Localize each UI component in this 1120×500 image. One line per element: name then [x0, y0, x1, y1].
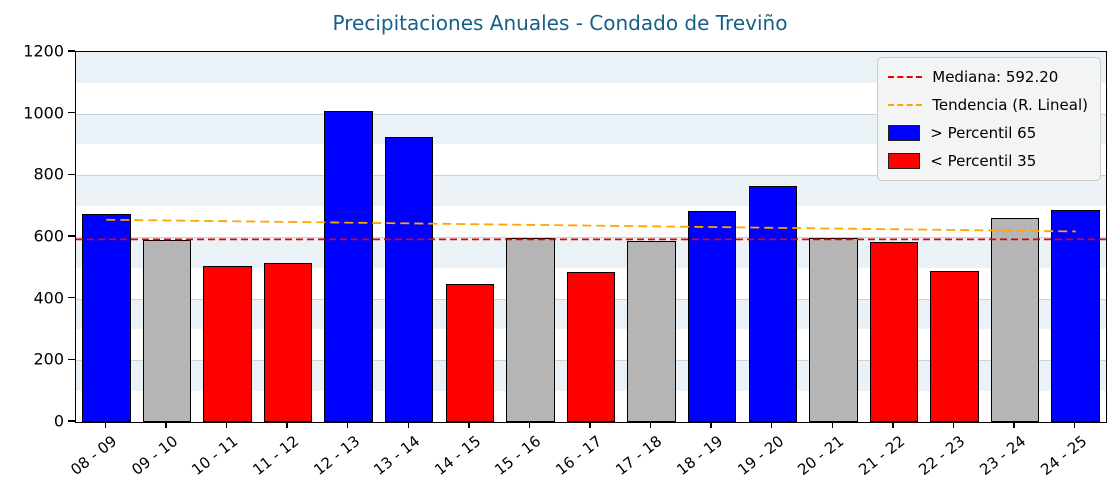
- chart-legend: Mediana: 592.20 Tendencia (R. Lineal) > …: [877, 57, 1101, 181]
- x-axis-tick-mark: [771, 422, 773, 428]
- bar-10-11: [203, 266, 252, 422]
- reference-lines-layer: [76, 218, 1106, 241]
- x-axis-tick-mark: [468, 422, 470, 428]
- y-axis-tick-label: 0: [53, 411, 64, 431]
- y-axis-tick-label: 600: [33, 226, 64, 246]
- x-axis-tick-mark: [104, 422, 106, 428]
- x-axis-tick-mark: [892, 422, 894, 428]
- x-axis-tick-label: 17 - 18: [612, 432, 666, 479]
- x-axis-tick-label: 12 - 13: [309, 432, 363, 479]
- x-axis-tick-label: 13 - 14: [370, 432, 424, 479]
- x-axis-tick-label: 21 - 22: [855, 432, 909, 479]
- y-axis-tick-mark: [68, 111, 75, 114]
- chart-title: Precipitaciones Anuales - Condado de Tre…: [332, 11, 788, 35]
- grid-line: [76, 237, 1106, 238]
- legend-item-median: Mediana: 592.20: [888, 66, 1088, 88]
- x-axis-tick-mark: [1013, 422, 1015, 428]
- x-axis-tick-mark: [589, 422, 591, 428]
- plot-area: WWW.EMBALSES.NET Mediana: 592.20 Tendenc…: [75, 51, 1107, 423]
- bar-09-10: [142, 240, 192, 422]
- bar-23-24: [990, 217, 1040, 422]
- x-axis-tick-label: 10 - 11: [188, 432, 242, 479]
- y-axis-tick-label: 200: [33, 349, 64, 369]
- low-percentile-swatch: [888, 153, 921, 169]
- x-axis-tick-mark: [528, 422, 531, 428]
- bar-14-15: [445, 283, 495, 422]
- bar-21-22: [869, 241, 919, 422]
- x-axis-tick-label: 11 - 12: [249, 432, 303, 479]
- x-axis-tick-mark: [1074, 422, 1076, 428]
- legend-trend-label: Tendencia (R. Lineal): [932, 96, 1088, 114]
- x-axis-tick-mark: [831, 422, 834, 428]
- median-line-sample: [888, 76, 923, 78]
- y-axis-tick-label: 400: [33, 288, 64, 308]
- grid-line: [76, 175, 1106, 177]
- bar-08-09: [82, 213, 131, 422]
- high-percentile-swatch: [888, 125, 921, 141]
- x-axis-tick-mark: [952, 422, 955, 428]
- x-axis-tick-mark: [710, 422, 712, 428]
- x-axis-tick-mark: [649, 422, 652, 428]
- bar-12-13: [324, 110, 373, 422]
- x-axis-tick-mark: [286, 422, 288, 428]
- background-band: [76, 237, 1106, 268]
- x-axis-tick-label: 24 - 25: [1036, 432, 1090, 479]
- y-axis-tick-mark: [68, 420, 75, 422]
- bar-18-19: [687, 211, 737, 422]
- x-axis-tick-label: 15 - 16: [491, 432, 545, 479]
- bar-22-23: [930, 270, 979, 422]
- x-axis-tick-mark: [165, 422, 167, 428]
- bar-15-16: [506, 237, 555, 422]
- y-axis-tick-mark: [68, 173, 75, 176]
- x-axis-tick-label: 23 - 24: [976, 432, 1030, 479]
- bar-19-20: [748, 185, 797, 422]
- y-axis-tick-label: 800: [33, 164, 64, 184]
- legend-item-high-percentile: > Percentil 65: [888, 122, 1088, 144]
- x-axis-tick-mark: [407, 422, 409, 428]
- bar-20-21: [809, 238, 858, 422]
- x-axis-tick-label: 09 - 10: [128, 432, 181, 479]
- x-axis-tick-label: 22 - 23: [915, 432, 969, 479]
- bar-17-18: [627, 241, 676, 422]
- legend-item-trend: Tendencia (R. Lineal): [888, 94, 1088, 116]
- x-axis-tick-label: 20 - 21: [794, 432, 848, 479]
- y-axis-tick-mark: [68, 235, 75, 237]
- x-axis-tick-label: 19 - 20: [733, 432, 787, 479]
- x-axis-tick-label: 08 - 09: [67, 432, 121, 479]
- x-axis-tick-mark: [225, 422, 228, 428]
- grid-line: [76, 113, 1106, 115]
- bar-13-14: [385, 136, 434, 422]
- x-axis-tick-label: 16 - 17: [552, 432, 606, 479]
- legend-high-label: > Percentil 65: [930, 124, 1037, 142]
- trend-line: [106, 218, 1076, 233]
- legend-median-label: Mediana: 592.20: [932, 68, 1059, 86]
- bar-24-25: [1051, 210, 1100, 422]
- y-axis-tick-mark: [68, 50, 75, 52]
- bar-11-12: [263, 263, 313, 422]
- y-axis-tick-label: 1200: [23, 41, 64, 61]
- y-axis-tick-mark: [68, 358, 75, 361]
- bar-16-17: [566, 271, 616, 422]
- legend-item-low-percentile: < Percentil 35: [888, 150, 1088, 172]
- x-axis-tick-label: 14 - 15: [430, 432, 484, 479]
- y-axis-tick-label: 1000: [23, 103, 64, 123]
- trend-line-sample: [888, 104, 923, 106]
- legend-low-label: < Percentil 35: [930, 152, 1037, 170]
- x-axis-tick-mark: [346, 422, 349, 428]
- x-axis-tick-label: 18 - 19: [673, 432, 727, 479]
- y-axis-tick-mark: [68, 296, 75, 299]
